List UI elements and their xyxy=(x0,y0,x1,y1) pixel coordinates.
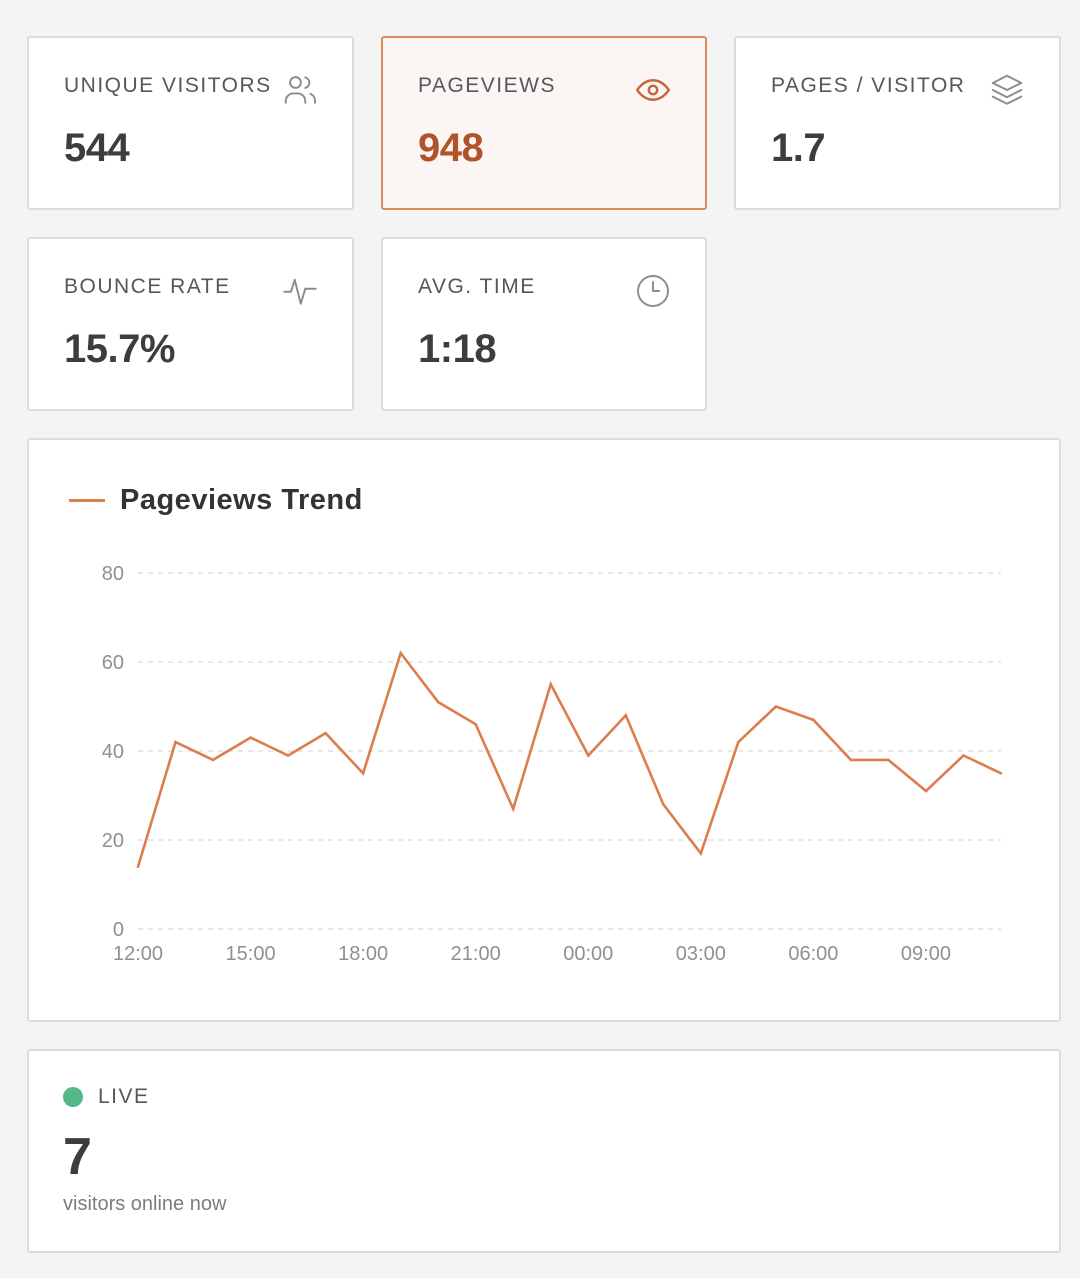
x-tick-label: 00:00 xyxy=(563,943,613,965)
stat-card-bounce-rate[interactable]: BOUNCE RATE 15.7% xyxy=(27,237,354,411)
x-tick-label: 15:00 xyxy=(226,943,276,965)
data-point xyxy=(136,865,140,868)
y-tick-label: 40 xyxy=(102,741,124,763)
x-tick-label: 21:00 xyxy=(451,943,501,965)
data-point xyxy=(812,718,815,722)
chart-legend: Pageviews Trend xyxy=(69,484,363,517)
x-tick-label: 12:00 xyxy=(113,943,163,965)
series-line-pageviews xyxy=(136,650,1002,868)
data-point xyxy=(624,714,628,717)
stat-value: 948 xyxy=(418,126,484,170)
live-count: 7 xyxy=(63,1128,92,1186)
stat-label: BOUNCE RATE xyxy=(64,275,231,298)
stat-value: 544 xyxy=(64,126,130,170)
stat-label: PAGEVIEWS xyxy=(418,74,556,97)
live-indicator: LIVE xyxy=(63,1085,150,1109)
stat-value: 1:18 xyxy=(418,327,497,371)
data-point xyxy=(399,651,402,655)
y-tick-label: 0 xyxy=(113,919,124,941)
stat-card-pageviews[interactable]: PAGEVIEWS 948 xyxy=(381,36,707,210)
clock-icon xyxy=(635,273,671,309)
data-point xyxy=(849,758,853,762)
stat-card-avg-time[interactable]: AVG. TIME 1:18 xyxy=(381,237,707,411)
y-tick-label: 80 xyxy=(102,563,124,585)
stat-card-unique-visitors[interactable]: UNIQUE VISITORS 544 xyxy=(27,36,354,210)
layers-icon xyxy=(989,72,1025,108)
live-subtitle: visitors online now xyxy=(63,1193,227,1215)
activity-icon xyxy=(282,273,318,309)
data-point xyxy=(474,723,477,726)
data-point xyxy=(887,758,890,762)
stat-label: PAGES / VISITOR xyxy=(771,74,966,97)
data-point xyxy=(549,682,553,686)
data-point xyxy=(174,740,177,744)
data-point xyxy=(361,771,365,775)
data-point xyxy=(286,754,290,757)
data-point xyxy=(324,731,327,735)
stat-value: 1.7 xyxy=(771,126,826,170)
data-point xyxy=(774,705,778,708)
legend-swatch xyxy=(69,499,105,502)
data-point xyxy=(662,803,665,806)
eye-icon xyxy=(635,72,671,108)
pageviews-trend-card: 0 20 40 60 80 12:00 15:00 18:00 21:00 00:00 03:00 0… xyxy=(27,438,1061,1022)
stat-label: UNIQUE VISITORS xyxy=(64,74,272,97)
chart-title: Pageviews Trend xyxy=(120,484,363,516)
x-tick-label: 03:00 xyxy=(676,943,726,965)
data-point xyxy=(211,758,215,762)
live-visitors-card: LIVE 7 visitors online now xyxy=(27,1049,1061,1253)
users-icon xyxy=(282,72,318,108)
data-point xyxy=(924,789,928,793)
data-point xyxy=(511,807,515,811)
x-tick-label: 18:00 xyxy=(338,943,388,965)
x-tick-label: 06:00 xyxy=(788,943,838,965)
y-tick-label: 20 xyxy=(102,830,124,852)
data-point xyxy=(436,700,440,704)
stat-card-pages-per-visitor[interactable]: PAGES / VISITOR 1.7 xyxy=(734,36,1061,210)
live-dot-icon xyxy=(63,1087,83,1107)
y-tick-label: 60 xyxy=(102,652,124,674)
data-point xyxy=(737,740,740,744)
data-point xyxy=(699,852,703,855)
data-point xyxy=(999,771,1003,775)
pageviews-line-chart: 0 20 40 60 80 12:00 15:00 18:00 21:00 00:00 03:00 0… xyxy=(102,563,1003,965)
stat-label: AVG. TIME xyxy=(418,275,536,298)
stat-value: 15.7% xyxy=(64,327,175,371)
data-point xyxy=(962,754,965,757)
data-point xyxy=(586,754,590,757)
data-point xyxy=(249,736,252,739)
live-label: LIVE xyxy=(98,1085,150,1108)
x-tick-label: 09:00 xyxy=(901,943,951,965)
